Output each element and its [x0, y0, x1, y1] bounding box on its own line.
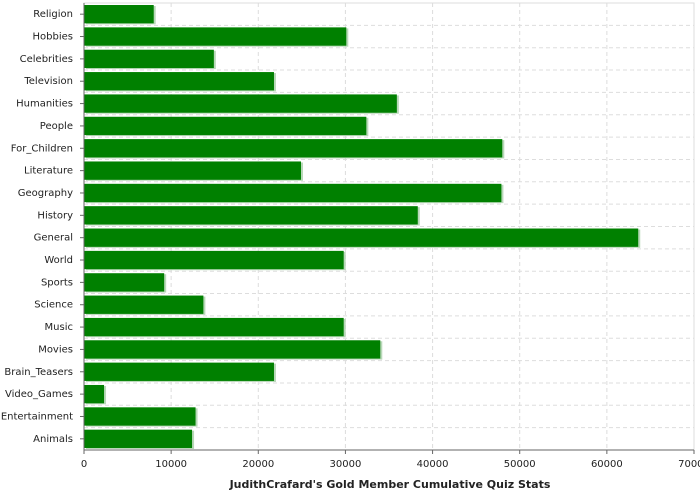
x-tick-label: 70000 — [678, 459, 700, 470]
bar — [84, 161, 301, 180]
y-tick-label: Humanities — [16, 99, 73, 110]
bar — [84, 94, 397, 113]
bar — [84, 72, 274, 91]
x-tick-label: 60000 — [591, 459, 623, 470]
x-tick-label: 50000 — [504, 459, 536, 470]
y-tick-label: Geography — [18, 188, 73, 199]
bar — [84, 250, 344, 270]
x-axis-title: JudithCrafard's Gold Member Cumulative Q… — [229, 478, 551, 491]
bar — [84, 206, 418, 225]
bar — [84, 228, 639, 247]
x-tick-label: 20000 — [242, 459, 274, 470]
y-tick-label: Entertainment — [1, 411, 73, 422]
bar — [84, 5, 154, 24]
y-tick-label: Movies — [38, 344, 73, 355]
bar — [84, 407, 196, 426]
bar — [84, 429, 193, 448]
y-tick-label: Literature — [24, 166, 73, 177]
y-tick-label: History — [37, 210, 73, 221]
x-tick-label: 0 — [81, 459, 87, 470]
bar — [84, 139, 503, 158]
y-tick-label: Religion — [33, 9, 73, 20]
y-tick-label: Sports — [41, 277, 73, 288]
y-tick-label: World — [44, 255, 73, 266]
bar — [84, 116, 367, 136]
y-tick-label: For_Children — [11, 143, 73, 154]
y-tick-label: General — [34, 233, 73, 244]
bar — [84, 183, 502, 203]
x-tick-label: 10000 — [155, 459, 187, 470]
y-tick-label: Animals — [33, 434, 73, 445]
bar — [84, 340, 381, 359]
y-tick-label: People — [40, 121, 73, 132]
y-tick-label: Music — [45, 322, 73, 333]
bar — [84, 27, 347, 46]
bar — [84, 295, 204, 314]
y-tick-label: Video_Games — [5, 389, 73, 400]
bar — [84, 49, 214, 69]
y-tick-label: Science — [34, 300, 73, 311]
bar — [84, 384, 105, 404]
bar — [84, 362, 274, 381]
y-tick-label: Brain_Teasers — [4, 367, 73, 378]
x-tick-label: 30000 — [330, 459, 362, 470]
y-tick-label: Hobbies — [33, 32, 73, 43]
bar — [84, 273, 165, 292]
x-tick-label: 40000 — [417, 459, 449, 470]
bar — [84, 317, 344, 337]
y-tick-label: Television — [23, 76, 73, 87]
y-tick-label: Celebrities — [20, 54, 73, 65]
